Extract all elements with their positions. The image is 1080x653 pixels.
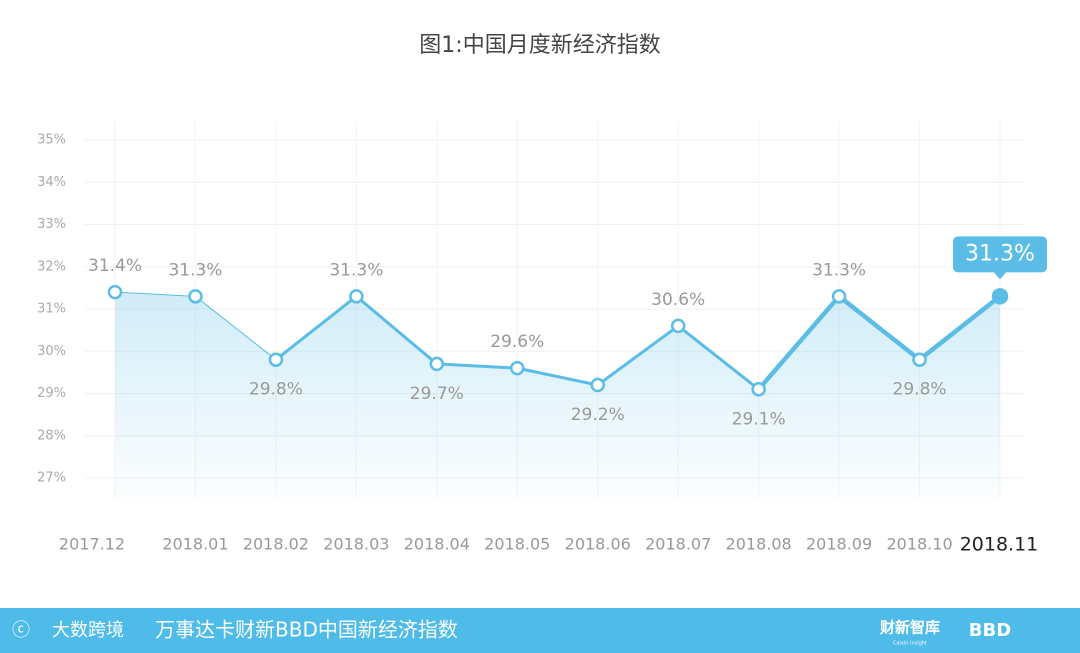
point [107,284,123,300]
x-tick-label: 2018.10 [886,535,952,554]
line-segment [114,291,196,297]
y-tick-label: 27% [37,471,66,486]
line-segment [194,295,277,361]
y-tick-label: 32% [37,259,66,274]
plot-area: 27% 28% 29% 30% 31% 32% 33% 34% 35% 31.4% 31.3% 29.… [37,122,1047,556]
x-tick-label: 2017.12 [59,535,125,554]
highlight-bubble [953,236,1047,280]
point [670,318,686,334]
footer-caption: 万事达卡财新BBD中国新经济指数 [155,618,458,642]
line-segment [596,324,680,387]
value-label: 31.4% [88,256,142,276]
x-tick-label: 2018.01 [162,535,228,554]
y-tick-label: 34% [37,175,66,190]
x-tick-label: 2018.11 [960,534,1039,556]
line-segment [836,294,922,362]
value-label: 29.6% [490,332,544,352]
value-label: 31.3% [965,241,1035,266]
point [991,288,1009,305]
line-segment [435,362,519,370]
line-segment [756,294,842,392]
x-tick-label: 2018.09 [806,535,872,554]
y-tick-label: 35% [37,133,66,148]
value-label: 29.8% [249,380,303,400]
value-label: 29.8% [893,380,947,400]
line-segment [676,324,761,391]
x-tick-label: 2018.07 [645,535,711,554]
point [268,352,284,367]
x-tick-label: 2018.06 [565,535,631,554]
y-tick-label: 33% [37,217,66,232]
value-label: 31.3% [168,260,222,280]
value-label: 30.6% [651,290,705,310]
point [831,289,847,304]
y-tick-label: 31% [37,302,66,317]
value-label: 29.7% [410,384,464,404]
point [751,382,766,397]
point [510,360,525,376]
footer-brand: 财新智库 [880,619,940,637]
point [188,289,203,304]
x-tick-label: 2018.02 [243,535,309,554]
footer-bar [0,608,1080,653]
point [912,352,927,367]
point [590,377,605,393]
value-label: 29.2% [571,405,625,425]
point [349,289,364,304]
footer-logo: 大数跨境 [52,620,124,641]
chart-title: 图1:中国月度新经济指数 [419,33,660,58]
area [115,292,1000,498]
point [429,356,445,372]
y-tick-label: 30% [37,344,66,359]
y-tick-label: 28% [37,428,66,443]
x-tick-label: 2018.04 [404,535,470,554]
footer-brand-sub: Caixin Insight [893,641,927,647]
footer-brand: BBD [969,620,1011,641]
x-tick-label: 2018.03 [323,535,389,554]
line-segment [515,366,600,387]
footer-logo-mark: ⓒ [12,620,30,641]
value-label: 29.1% [732,409,786,429]
line-segment [274,294,358,362]
line-segment [354,294,439,366]
value-label: 31.3% [329,260,383,280]
y-tick-label: 29% [37,386,66,401]
value-label: 31.3% [812,260,866,280]
x-tick-label: 2018.05 [484,535,550,554]
x-tick-label: 2018.08 [726,535,792,554]
line-segment [917,294,1003,362]
